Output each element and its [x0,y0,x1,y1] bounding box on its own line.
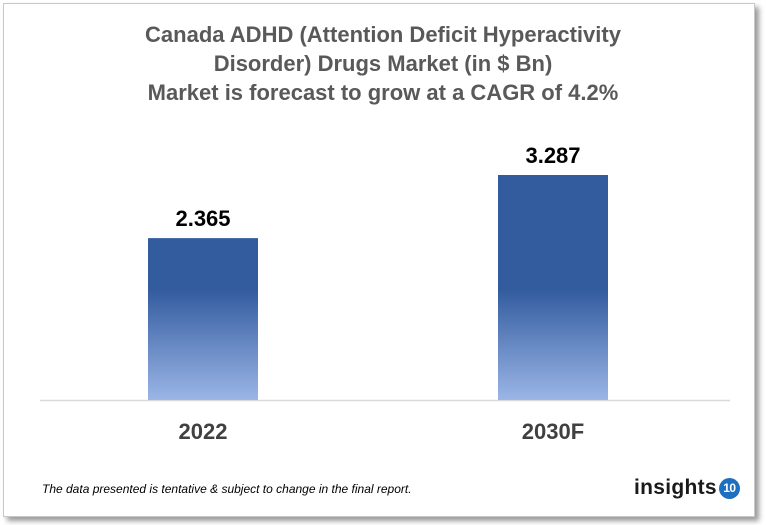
bar-2022 [148,238,258,400]
bar-2030F [498,175,608,400]
title-line-1: Canada ADHD (Attention Deficit Hyperacti… [145,22,621,47]
chart-title: Canada ADHD (Attention Deficit Hyperacti… [0,20,766,107]
data-label: 3.287 [525,143,580,168]
logo-badge: 10 [718,477,740,499]
x-tick-label: 2030F [522,419,584,444]
data-label: 2.365 [175,206,230,231]
insights10-logo: insights 10 [634,476,740,500]
chart-frame [3,3,755,517]
logo-text: insights [634,476,717,499]
title-line-2: Disorder) Drugs Market (in $ Bn) [213,51,553,76]
footer-note: The data presented is tentative & subjec… [42,482,412,496]
title-line-3: Market is forecast to grow at a CAGR of … [147,80,619,105]
x-tick-label: 2022 [179,419,228,444]
